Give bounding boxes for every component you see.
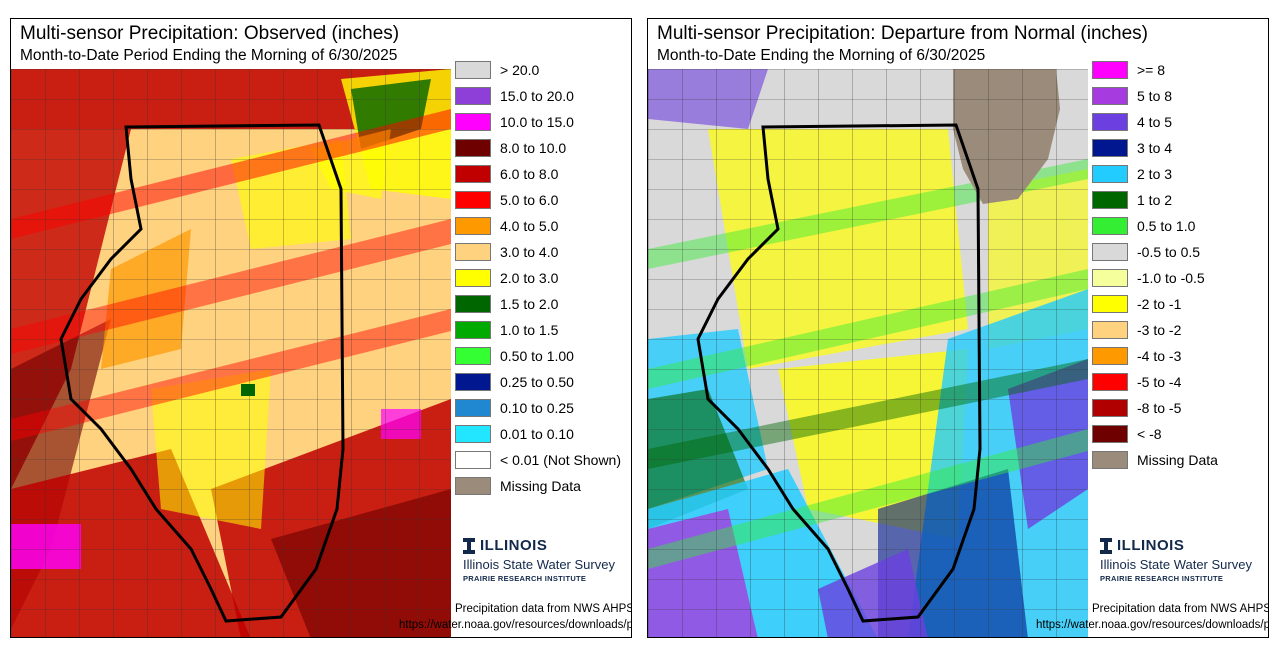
legend-label: 2 to 3: [1137, 166, 1173, 182]
observed-precipitation-map: [11, 69, 451, 637]
observed-precipitation-panel: Multi-sensor Precipitation: Observed (in…: [10, 18, 632, 638]
legend-swatch: [1092, 373, 1128, 391]
logo-institute-name: PRAIRIE RESEARCH INSTITUTE: [1100, 574, 1224, 583]
departure-from-normal-panel: Multi-sensor Precipitation: Departure fr…: [647, 18, 1269, 638]
map-svg: [648, 69, 1088, 637]
data-credit: Precipitation data from NWS AHPS:: [1092, 603, 1269, 615]
legend-swatch: [1092, 113, 1128, 131]
legend-swatch: [1092, 321, 1128, 339]
legend-swatch: [1092, 399, 1128, 417]
map-svg: [11, 69, 451, 637]
legend-swatch: [1092, 191, 1128, 209]
block-i-icon: [1100, 537, 1112, 554]
legend-swatch: [455, 295, 491, 313]
legend-swatch: [1092, 269, 1128, 287]
legend-swatch: [1092, 347, 1128, 365]
legend-swatch: [1092, 139, 1128, 157]
legend-label: 0.5 to 1.0: [1137, 218, 1196, 234]
legend-label: 3.0 to 4.0: [500, 244, 559, 260]
legend-label: 5.0 to 6.0: [500, 192, 559, 208]
legend-label: 0.10 to 0.25: [500, 400, 574, 416]
legend-swatch: [1092, 61, 1128, 79]
legend-swatch: [1092, 243, 1128, 261]
logo-survey-name: Illinois State Water Survey: [1100, 557, 1252, 572]
legend-label: 1 to 2: [1137, 192, 1173, 208]
legend-swatch: [455, 477, 491, 495]
logo-wordmark: ILLINOIS: [480, 537, 548, 554]
panel-subtitle: Month-to-Date Period Ending the Morning …: [20, 47, 398, 64]
panel-subtitle: Month-to-Date Ending the Morning of 6/30…: [657, 47, 986, 64]
legend-label: < -8: [1137, 426, 1162, 442]
legend-label: 8.0 to 10.0: [500, 140, 567, 156]
legend-swatch: [1092, 217, 1128, 235]
legend-label: 0.01 to 0.10: [500, 426, 574, 442]
state-border: [59, 123, 345, 623]
legend-label: -5 to -4: [1137, 374, 1182, 390]
legend-label: -2 to -1: [1137, 296, 1182, 312]
legend-label: -8 to -5: [1137, 400, 1182, 416]
legend-swatch: [455, 373, 491, 391]
legend-swatch: [455, 139, 491, 157]
legend-label: 2.0 to 3.0: [500, 270, 559, 286]
legend-label: 5 to 8: [1137, 88, 1173, 104]
legend-swatch: [1092, 87, 1128, 105]
legend-label: -4 to -3: [1137, 348, 1182, 364]
legend-label: >= 8: [1137, 62, 1166, 78]
data-credit-url[interactable]: https://water.noaa.gov/resources/downloa…: [1036, 619, 1268, 631]
legend-swatch: [455, 399, 491, 417]
data-credit-url[interactable]: https://water.noaa.gov/resources/downloa…: [399, 619, 631, 631]
panel-title: Multi-sensor Precipitation: Observed (in…: [20, 23, 400, 44]
legend-swatch: [1092, 295, 1128, 313]
illinois-logo: ILLINOIS Illinois State Water Survey PRA…: [1100, 537, 1252, 583]
legend-label: 4 to 5: [1137, 114, 1173, 130]
legend-swatch: [455, 243, 491, 261]
legend-label: 4.0 to 5.0: [500, 218, 559, 234]
illinois-logo: ILLINOIS Illinois State Water Survey PRA…: [463, 537, 615, 583]
departure-map: [648, 69, 1088, 637]
legend-swatch: [1092, 451, 1128, 469]
legend-label: 6.0 to 8.0: [500, 166, 559, 182]
legend-label: > 20.0: [500, 62, 540, 78]
legend-swatch: [455, 425, 491, 443]
legend-label: 10.0 to 15.0: [500, 114, 574, 130]
legend-label: -0.5 to 0.5: [1137, 244, 1201, 260]
logo-institute-name: PRAIRIE RESEARCH INSTITUTE: [463, 574, 587, 583]
data-credit: Precipitation data from NWS AHPS:: [455, 603, 632, 615]
legend-swatch: [1092, 165, 1128, 183]
legend-swatch: [455, 321, 491, 339]
state-border: [696, 123, 982, 623]
panel-title: Multi-sensor Precipitation: Departure fr…: [657, 23, 1148, 44]
legend-label: 15.0 to 20.0: [500, 88, 574, 104]
legend-label: 1.5 to 2.0: [500, 296, 559, 312]
legend-swatch: [455, 61, 491, 79]
legend-label: 0.50 to 1.00: [500, 348, 574, 364]
legend-swatch: [455, 191, 491, 209]
legend-label: -3 to -2: [1137, 322, 1182, 338]
block-i-icon: [463, 537, 475, 554]
legend-label: Missing Data: [500, 478, 581, 494]
legend-swatch: [455, 217, 491, 235]
legend-swatch: [455, 113, 491, 131]
legend-swatch: [455, 165, 491, 183]
legend-swatch: [1092, 425, 1128, 443]
legend-label: 3 to 4: [1137, 140, 1173, 156]
logo-survey-name: Illinois State Water Survey: [463, 557, 615, 572]
legend-label: Missing Data: [1137, 452, 1218, 468]
legend-swatch: [455, 87, 491, 105]
logo-wordmark: ILLINOIS: [1117, 537, 1185, 554]
legend-label: 0.25 to 0.50: [500, 374, 574, 390]
legend-swatch: [455, 269, 491, 287]
legend-label: 1.0 to 1.5: [500, 322, 559, 338]
legend-swatch: [455, 347, 491, 365]
county-lines: [648, 69, 1088, 637]
legend-label: -1.0 to -0.5: [1137, 270, 1205, 286]
county-lines: [11, 69, 451, 637]
legend-swatch: [455, 451, 491, 469]
legend-label: < 0.01 (Not Shown): [500, 452, 622, 468]
